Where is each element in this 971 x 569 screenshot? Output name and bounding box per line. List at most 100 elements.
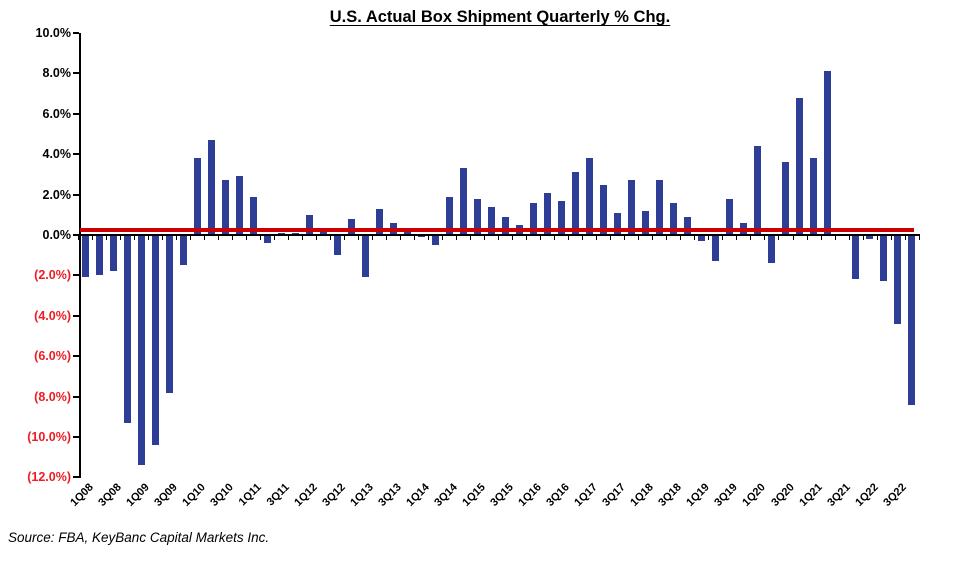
x-axis-tick-mark	[344, 236, 346, 240]
x-axis-tick-mark	[638, 236, 640, 240]
x-axis-category-label: 1Q14	[404, 481, 433, 509]
x-axis-tick-mark	[820, 236, 822, 240]
bar-1Q09	[137, 235, 145, 466]
bar-3Q17	[613, 212, 621, 235]
x-axis-category-label: 3Q17	[600, 481, 629, 509]
x-axis-tick-mark	[666, 236, 668, 240]
bar-2Q19	[711, 235, 719, 262]
x-axis-tick-mark	[456, 236, 458, 240]
x-axis-category-label: 3Q10	[208, 481, 236, 509]
x-axis-category-label: 3Q12	[320, 481, 348, 509]
bar-2Q21	[824, 71, 832, 235]
x-axis-tick-mark	[442, 236, 444, 240]
x-axis-tick-mark	[848, 236, 850, 240]
y-axis-tick-label: (6.0%)	[34, 349, 71, 364]
x-axis-tick-mark	[232, 236, 234, 240]
x-axis-tick-mark	[246, 236, 248, 240]
bar-4Q14	[459, 168, 467, 235]
x-axis-category-label: 1Q17	[572, 481, 601, 509]
x-axis-tick-mark	[148, 236, 150, 240]
bar-1Q18	[641, 210, 649, 235]
x-axis-tick-mark	[428, 236, 430, 240]
x-axis-category-label: 3Q09	[152, 481, 180, 509]
y-axis-tick-label: 8.0%	[42, 66, 72, 81]
x-axis-tick-mark	[904, 236, 906, 240]
bar-1Q16	[529, 202, 537, 235]
x-axis-tick-mark	[610, 236, 612, 240]
x-axis-category-label: 1Q10	[180, 481, 208, 509]
y-axis-tick-mark	[73, 193, 79, 196]
x-axis-line	[79, 234, 920, 236]
y-axis-tick-label: (2.0%)	[34, 268, 71, 283]
bar-4Q21	[852, 235, 860, 280]
bar-4Q16	[571, 172, 579, 235]
x-axis-tick-mark	[498, 236, 500, 240]
x-axis-tick-mark	[862, 236, 864, 240]
bar-2Q12	[319, 230, 327, 235]
bar-3Q08	[109, 235, 117, 272]
x-axis-category-label: 3Q18	[656, 481, 685, 509]
x-axis-tick-mark	[77, 236, 79, 240]
y-axis-tick-mark	[73, 153, 79, 156]
bar-2Q09	[151, 235, 159, 446]
x-axis-tick-mark	[876, 236, 878, 240]
x-axis-tick-mark	[386, 236, 388, 240]
y-axis-tick-mark	[73, 395, 79, 398]
x-axis-category-label: 3Q15	[488, 481, 517, 509]
x-axis-tick-mark	[414, 236, 416, 240]
x-axis-category-label: 3Q14	[432, 481, 461, 509]
bar-2Q20	[767, 235, 775, 264]
y-axis-tick-mark	[73, 274, 79, 277]
x-axis-tick-mark	[302, 236, 304, 240]
x-axis-category-label: 1Q12	[292, 481, 320, 509]
x-axis-tick-mark	[764, 236, 766, 240]
bar-1Q10	[193, 158, 201, 235]
bar-3Q11	[277, 232, 285, 235]
x-axis-category-label: 3Q16	[544, 481, 573, 509]
y-axis-tick-mark	[73, 234, 79, 236]
bar-1Q19	[697, 235, 705, 242]
x-axis-category-label: 1Q16	[516, 481, 545, 509]
y-axis-tick-label: (10.0%)	[27, 430, 71, 444]
bar-1Q21	[810, 158, 818, 235]
x-axis-tick-mark	[400, 236, 402, 240]
x-axis-category-label: 3Q08	[96, 481, 124, 509]
x-axis-tick-mark	[540, 236, 542, 240]
x-axis-tick-mark	[190, 236, 192, 240]
x-axis-category-label: 3Q21	[824, 481, 853, 509]
bar-1Q15	[473, 198, 481, 235]
x-axis-tick-mark	[834, 236, 836, 240]
x-axis-category-label: 1Q21	[796, 481, 825, 509]
x-axis-category-label: 1Q08	[68, 481, 96, 509]
bar-3Q16	[557, 200, 565, 235]
bar-2Q18	[655, 180, 663, 235]
bar-3Q20	[782, 162, 789, 235]
bar-4Q08	[123, 235, 131, 423]
x-axis-tick-mark	[372, 236, 374, 240]
bar-2Q16	[543, 192, 551, 235]
bar-1Q12	[305, 214, 313, 235]
y-axis-tick-mark	[73, 476, 79, 479]
bar-2Q13	[375, 208, 383, 235]
bar-2Q17	[599, 184, 607, 235]
x-axis-tick-mark	[470, 236, 472, 240]
bar-3Q12	[333, 235, 341, 256]
bar-3Q22	[894, 235, 902, 324]
y-axis-tick-label: 0.0%	[42, 228, 72, 242]
x-axis-tick-mark	[806, 236, 808, 240]
y-axis-tick-label: 2.0%	[42, 187, 72, 202]
bar-1Q13	[361, 235, 369, 278]
x-axis-tick-mark	[624, 236, 626, 240]
y-axis-tick-mark	[73, 436, 79, 438]
bar-4Q17	[627, 180, 635, 235]
bar-4Q09	[179, 235, 187, 266]
x-axis-tick-mark	[890, 236, 892, 240]
y-axis-tick-label: 10.0%	[35, 26, 71, 40]
bar-3Q14	[445, 196, 453, 235]
bar-1Q20	[753, 146, 761, 235]
y-axis-tick-mark	[73, 112, 79, 115]
y-axis-tick-mark	[73, 72, 79, 75]
bar-2Q08	[95, 235, 103, 276]
x-axis-tick-mark	[792, 236, 794, 240]
bar-1Q17	[585, 158, 593, 235]
